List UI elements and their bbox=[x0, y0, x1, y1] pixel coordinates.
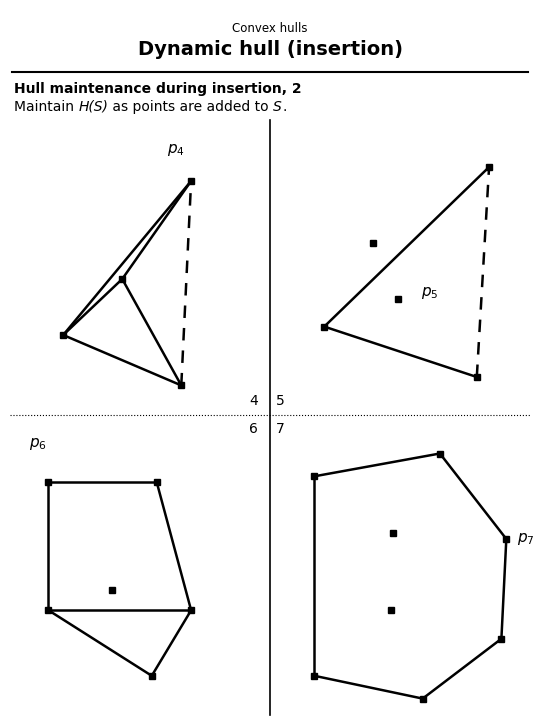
Text: H(S): H(S) bbox=[78, 100, 108, 114]
Text: 6: 6 bbox=[249, 422, 258, 436]
Text: Dynamic hull (insertion): Dynamic hull (insertion) bbox=[138, 40, 402, 59]
Text: .: . bbox=[282, 100, 286, 114]
Text: 4: 4 bbox=[249, 394, 258, 408]
Text: 5: 5 bbox=[276, 394, 285, 408]
Text: Hull maintenance during insertion, 2: Hull maintenance during insertion, 2 bbox=[14, 82, 302, 96]
Text: $p_4$: $p_4$ bbox=[166, 142, 184, 158]
Text: $p_5$: $p_5$ bbox=[421, 285, 438, 301]
Text: S: S bbox=[273, 100, 282, 114]
Text: as points are added to: as points are added to bbox=[108, 100, 273, 114]
Text: Maintain: Maintain bbox=[14, 100, 78, 114]
Text: $p_7$: $p_7$ bbox=[517, 531, 535, 547]
Text: $p_6$: $p_6$ bbox=[29, 436, 46, 452]
Text: Convex hulls: Convex hulls bbox=[232, 22, 308, 35]
Text: 7: 7 bbox=[276, 422, 285, 436]
